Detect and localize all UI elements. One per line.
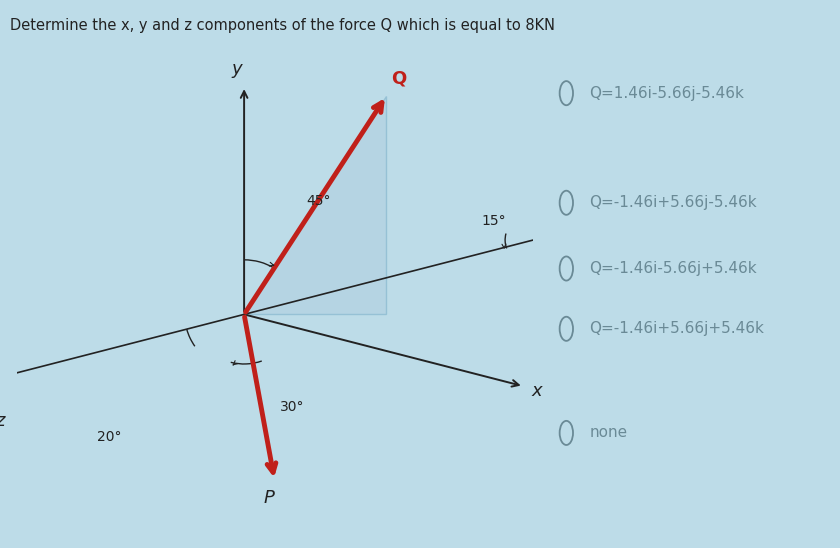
Text: Q: Q — [391, 69, 407, 87]
Text: 15°: 15° — [482, 214, 507, 228]
Text: z: z — [0, 412, 5, 430]
Text: 20°: 20° — [97, 430, 121, 444]
Text: y: y — [231, 60, 242, 78]
Text: Q=-1.46i+5.66j-5.46k: Q=-1.46i+5.66j-5.46k — [589, 195, 757, 210]
Text: Determine the x, y and z components of the force Q which is equal to 8KN: Determine the x, y and z components of t… — [10, 18, 555, 33]
Text: Q=-1.46i+5.66j+5.46k: Q=-1.46i+5.66j+5.46k — [589, 321, 764, 336]
Text: Q=1.46i-5.66j-5.46k: Q=1.46i-5.66j-5.46k — [589, 85, 744, 101]
Text: 45°: 45° — [306, 195, 331, 208]
Text: x: x — [531, 382, 542, 400]
Text: none: none — [589, 425, 627, 441]
Polygon shape — [244, 96, 386, 315]
Text: 30°: 30° — [281, 400, 305, 414]
Text: Q=-1.46i-5.66j+5.46k: Q=-1.46i-5.66j+5.46k — [589, 261, 757, 276]
Text: P: P — [264, 489, 275, 507]
